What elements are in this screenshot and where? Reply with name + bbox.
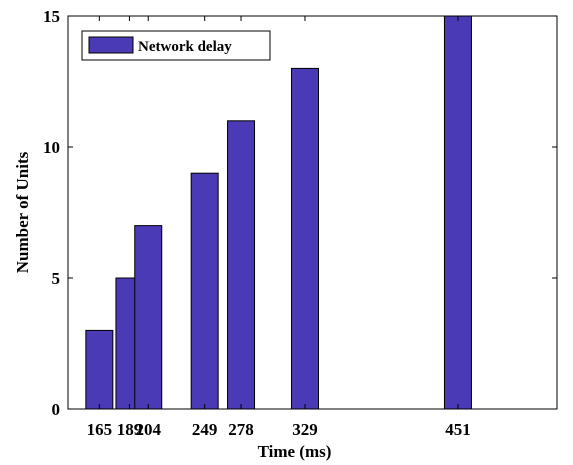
bar-451 bbox=[443, 15, 472, 410]
x-tick-label: 329 bbox=[292, 420, 318, 439]
bar-165 bbox=[85, 329, 114, 410]
bar-278 bbox=[227, 120, 256, 410]
legend: Network delay bbox=[81, 30, 271, 61]
bars-group bbox=[85, 15, 472, 410]
y-tick-label: 5 bbox=[52, 269, 61, 288]
legend-label: Network delay bbox=[138, 39, 232, 55]
x-axis-label: Time (ms) bbox=[258, 442, 332, 461]
plot-frame bbox=[67, 15, 558, 410]
x-tick-label: 165 bbox=[87, 420, 113, 439]
x-tick-label: 249 bbox=[192, 420, 218, 439]
y-tick-label: 0 bbox=[52, 400, 61, 419]
y-axis-label: Number of Units bbox=[13, 151, 32, 273]
bar-249 bbox=[190, 172, 219, 410]
x-tick-label: 278 bbox=[228, 420, 254, 439]
x-tick-label: 189 bbox=[117, 420, 143, 439]
bar-204 bbox=[134, 225, 163, 410]
legend-swatch bbox=[88, 36, 134, 54]
bar-329 bbox=[290, 67, 319, 410]
x-tick-label: 451 bbox=[445, 420, 471, 439]
x-tick-label: 204 bbox=[135, 420, 161, 439]
y-tick-label: 10 bbox=[43, 138, 60, 157]
y-tick-label: 15 bbox=[43, 7, 60, 26]
